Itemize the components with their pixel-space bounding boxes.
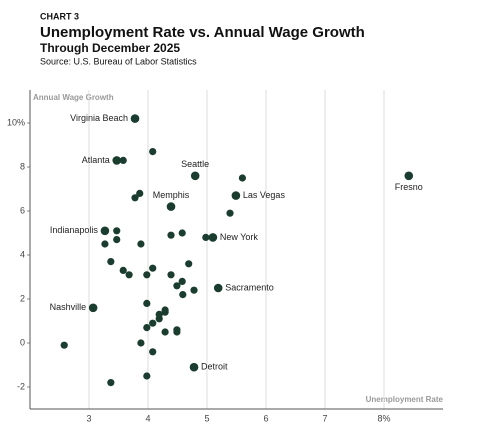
scatter-point (167, 231, 175, 239)
scatter-point (202, 233, 210, 241)
y-tick-label: -2 (17, 381, 25, 391)
scatter-point (185, 260, 193, 268)
point-label: Nashville (50, 302, 87, 312)
y-tick-label: 10% (7, 117, 25, 127)
scatter-point (190, 171, 200, 181)
scatter-point (113, 227, 121, 235)
y-axis-label: Annual Wage Growth (33, 93, 114, 102)
scatter-point (149, 264, 157, 272)
y-tick-label: 8 (20, 161, 25, 171)
scatter-point (131, 194, 139, 202)
scatter-point (161, 306, 169, 314)
x-tick-label: 3 (86, 413, 91, 423)
scatter-point (112, 156, 122, 165)
scatter-point (100, 226, 110, 236)
scatter-point (208, 233, 218, 242)
scatter-point (125, 271, 133, 279)
x-tick-label: 8% (377, 413, 390, 423)
scatter-point (60, 341, 68, 349)
scatter-point (155, 315, 163, 323)
x-tick-label: 4 (145, 413, 150, 423)
point-label: Las Vegas (243, 190, 286, 200)
point-label: Sacramento (225, 282, 274, 292)
scatter-point (107, 379, 115, 387)
scatter-point (113, 236, 121, 244)
scatter-point (178, 277, 186, 285)
point-label: Seattle (181, 159, 209, 169)
scatter-point (119, 156, 127, 164)
x-tick-label: 6 (263, 413, 268, 423)
scatter-point (189, 362, 199, 372)
scatter-point (173, 328, 181, 336)
scatter-point (178, 229, 186, 237)
scatter-point (143, 271, 151, 279)
scatter-point (161, 328, 169, 336)
y-tick-label: 2 (20, 293, 25, 303)
scatter-point (179, 291, 187, 299)
scatter-point (137, 240, 145, 248)
scatter-point (101, 240, 109, 248)
scatter-point (190, 286, 198, 294)
point-label: Indianapolis (50, 225, 99, 235)
scatter-point (107, 258, 115, 266)
scatter-point (137, 339, 145, 347)
point-label: Atlanta (82, 155, 110, 165)
x-tick-label: 5 (204, 413, 209, 423)
x-axis-label: Unemployment Rate (366, 395, 444, 404)
scatter-point (143, 372, 151, 380)
scatter-point (231, 191, 241, 200)
point-label: New York (220, 232, 259, 242)
point-label: Detroit (201, 362, 228, 372)
x-tick-label: 7 (322, 413, 327, 423)
scatter-point (88, 303, 98, 313)
scatter-point (213, 283, 223, 293)
scatter-point (119, 266, 127, 274)
y-tick-label: 4 (20, 249, 25, 259)
chart-source: Source: U.S. Bureau of Labor Statistics (40, 56, 197, 66)
point-label: Fresno (395, 182, 423, 192)
chart-subtitle: Through December 2025 (40, 41, 180, 55)
scatter-point (143, 324, 151, 332)
scatter-point (130, 114, 140, 123)
y-tick-label: 0 (20, 337, 25, 347)
scatter-point (136, 189, 144, 197)
chart-title: Unemployment Rate vs. Annual Wage Growth (40, 24, 365, 41)
scatter-point (143, 299, 151, 307)
scatter-point (149, 348, 157, 356)
scatter-point (166, 202, 176, 211)
y-tick-label: 6 (20, 205, 25, 215)
scatter-point (167, 271, 175, 279)
scatter-point (173, 282, 181, 290)
point-label: Virginia Beach (70, 113, 128, 123)
chart-kicker: CHART 3 (40, 11, 79, 21)
scatter-point (149, 319, 157, 327)
scatter-point (238, 174, 246, 182)
scatter-point (149, 148, 157, 156)
scatter-point (404, 171, 414, 181)
scatter-point (226, 209, 234, 217)
point-label: Memphis (153, 190, 190, 200)
